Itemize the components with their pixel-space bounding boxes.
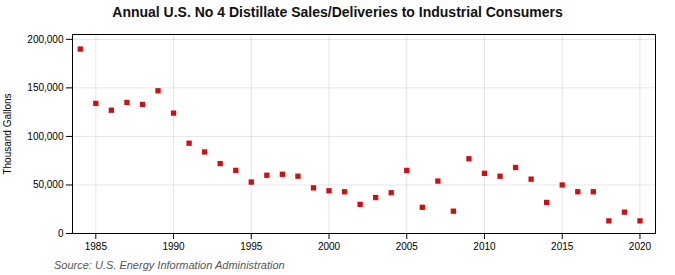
svg-text:50,000: 50,000 — [33, 179, 64, 190]
svg-text:Thousand Gallons: Thousand Gallons — [2, 93, 13, 174]
svg-text:1995: 1995 — [240, 241, 263, 252]
svg-text:2015: 2015 — [551, 241, 574, 252]
svg-text:2000: 2000 — [318, 241, 341, 252]
svg-text:0: 0 — [58, 228, 64, 239]
html-text:Source: U.S. Energy Informatio: Source: U.S. Energy Information Administ… — [54, 259, 285, 271]
svg-text:2020: 2020 — [629, 241, 652, 252]
html-text:Annual U.S. No 4 Distillate Sa: Annual U.S. No 4 Distillate Sales/Delive… — [112, 4, 563, 20]
svg-text:2010: 2010 — [473, 241, 496, 252]
svg-text:2005: 2005 — [396, 241, 419, 252]
svg-text:1985: 1985 — [85, 241, 108, 252]
svg-text:100,000: 100,000 — [27, 131, 64, 142]
svg-text:150,000: 150,000 — [27, 82, 64, 93]
svg-text:200,000: 200,000 — [27, 34, 64, 45]
svg-text:1990: 1990 — [162, 241, 185, 252]
